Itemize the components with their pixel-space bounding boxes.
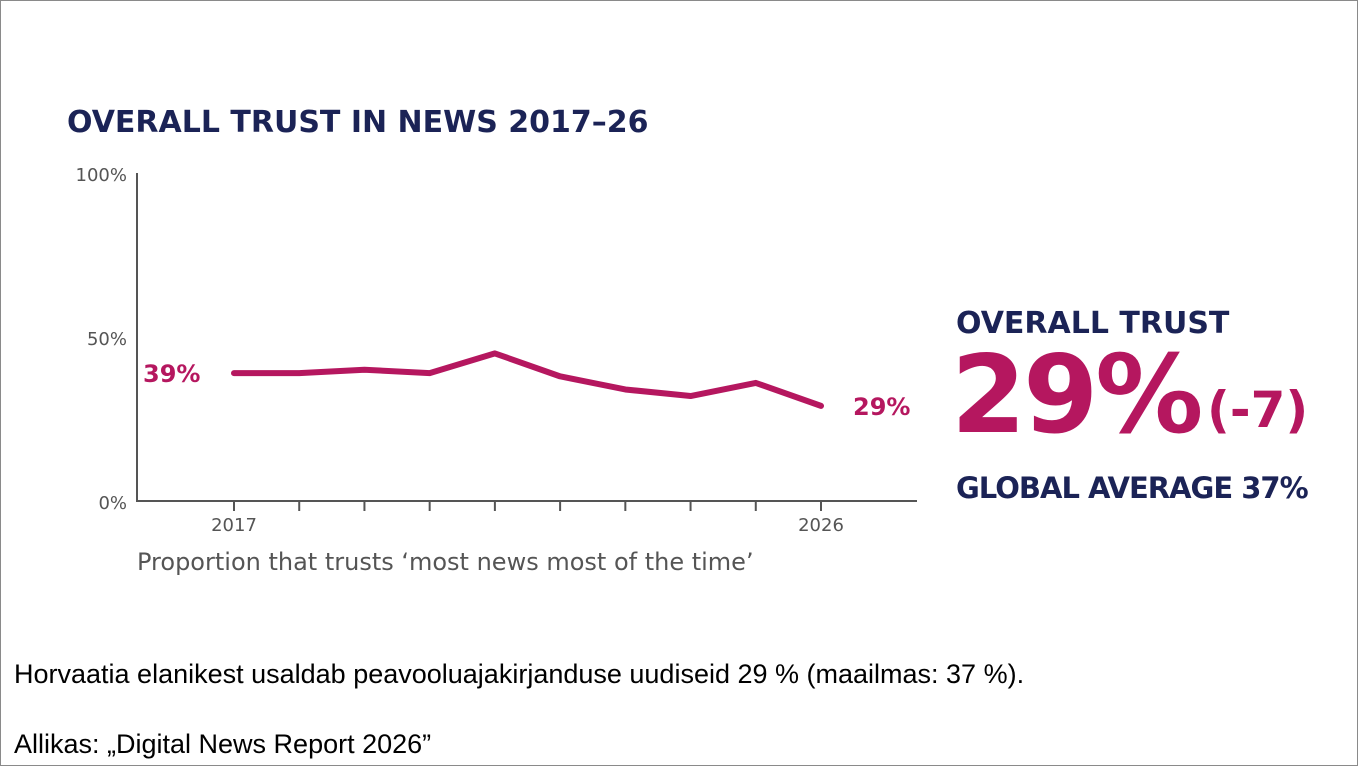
data-point [494, 352, 496, 354]
data-point [624, 388, 626, 390]
data-point [755, 382, 757, 384]
trust-series-line [231, 350, 824, 409]
data-point [363, 369, 365, 371]
chart-panel: OVERALL TRUST IN NEWS 2017–26 100% 50% 0% 2… [1, 1, 1357, 629]
chart-title: OVERALL TRUST IN NEWS 2017–26 [67, 105, 649, 140]
x-tick-label: 2026 [798, 515, 844, 536]
caption-text: Horvaatia elanikest usaldab peavooluajak… [14, 659, 1025, 689]
y-tick-label: 100% [76, 165, 127, 186]
x-axis-label: Proportion that trusts ‘most news most o… [137, 548, 754, 576]
data-point [690, 395, 692, 397]
data-point [233, 372, 235, 374]
global-average: GLOBAL AVERAGE 37% [956, 471, 1309, 505]
start-value-label: 39% [143, 360, 200, 388]
x-tick-label: 2017 [211, 515, 257, 536]
data-point [559, 375, 561, 377]
overall-trust-value: 29% [951, 333, 1204, 458]
data-point [429, 372, 431, 374]
data-point [298, 372, 300, 374]
y-tick-label: 0% [98, 493, 127, 514]
overall-trust-label: OVERALL TRUST [956, 306, 1230, 341]
source-text: Allikas: „Digital News Report 2026” [14, 729, 432, 759]
y-tick-label: 50% [87, 329, 127, 350]
data-point [820, 405, 822, 407]
end-value-label: 29% [853, 393, 910, 421]
overall-trust-change: (-7) [1207, 381, 1309, 439]
line-chart: 100% 50% 0% 2017 2026 39% 29% [76, 165, 917, 536]
